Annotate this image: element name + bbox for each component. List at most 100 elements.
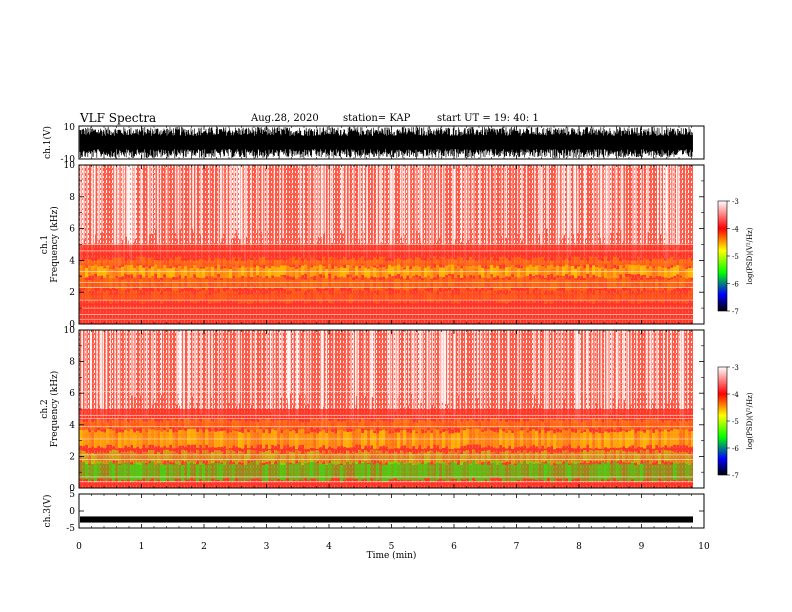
spectral-band <box>106 428 109 445</box>
spectral-band <box>517 462 520 480</box>
spectral-band <box>346 277 349 289</box>
spectral-band <box>241 451 244 463</box>
spectral-band <box>340 452 343 464</box>
spectral-band <box>394 419 397 429</box>
spectral-band <box>169 429 172 445</box>
spectral-band <box>274 290 277 300</box>
spectral-band <box>559 452 562 464</box>
spectral-band <box>100 290 103 301</box>
spectral-band <box>481 258 484 267</box>
spectral-band <box>409 278 412 290</box>
spectral-band <box>625 420 628 431</box>
spectral-band <box>577 291 580 302</box>
spectral-band <box>292 280 295 292</box>
spectral-band <box>208 276 211 288</box>
spectral-band <box>331 294 334 305</box>
spectral-band <box>397 462 400 481</box>
spectral-band <box>157 430 160 446</box>
spectral-band <box>109 417 112 428</box>
spectral-band <box>166 268 169 278</box>
spectral-band <box>577 452 580 464</box>
spectral-band <box>91 422 94 432</box>
colorbar-label: log(PSD)(V²/Hz) <box>746 227 754 284</box>
spectral-band <box>127 292 130 303</box>
spectral-band <box>472 291 475 301</box>
spectral-band <box>529 430 532 447</box>
spectral-band <box>193 260 196 269</box>
spectral-band <box>454 461 457 480</box>
spectral-band <box>463 290 466 300</box>
spectral-band <box>184 266 187 276</box>
spectral-band <box>562 450 565 462</box>
spectral-band <box>133 259 136 268</box>
spectral-band <box>190 460 193 478</box>
spectral-band <box>565 264 568 275</box>
spectral-band <box>328 264 331 274</box>
date-label: Aug.28, 2020 <box>251 113 319 124</box>
spectral-band <box>490 256 493 265</box>
spectral-band <box>331 275 334 288</box>
spectral-band <box>418 420 421 430</box>
spectral-band <box>493 279 496 292</box>
spectral-band <box>481 420 484 431</box>
spectral-band <box>370 290 373 300</box>
spectral-band <box>391 294 394 304</box>
spectral-band <box>223 430 226 447</box>
spectral-band <box>511 257 514 266</box>
spectral-band <box>412 294 415 304</box>
spectral-band <box>178 429 181 446</box>
spectral-band <box>571 452 574 464</box>
spectral-band <box>163 264 166 275</box>
spectral-band <box>271 258 274 267</box>
spectral-band <box>100 279 103 291</box>
spectral-band <box>541 257 544 266</box>
spectral-band <box>82 260 85 269</box>
spectral-band <box>118 432 121 449</box>
spectral-band <box>547 418 550 428</box>
spectral-band <box>172 451 175 463</box>
spectral-band <box>400 279 403 291</box>
spectral-band <box>343 462 346 480</box>
spectral-band <box>313 461 316 479</box>
spectral-band <box>358 268 361 278</box>
spectral-band <box>97 418 100 428</box>
spectral-band <box>421 259 424 268</box>
spectral-band <box>79 291 82 302</box>
spectral-band <box>511 420 514 431</box>
spectral-band <box>172 464 175 482</box>
spectral-band <box>337 430 340 447</box>
spectral-band <box>274 419 277 430</box>
spectral-band <box>679 452 682 464</box>
spectral-band <box>208 452 211 464</box>
spectral-band <box>109 294 112 305</box>
spectral-band <box>427 292 430 302</box>
spectral-band <box>91 279 94 291</box>
spectral-band <box>139 256 142 265</box>
spectral-band <box>418 290 421 300</box>
spectral-band <box>559 420 562 430</box>
spectral-band <box>622 291 625 301</box>
spectral-band <box>457 265 460 276</box>
spectral-band <box>385 291 388 301</box>
spectral-band <box>436 294 439 304</box>
spectral-band <box>586 261 589 270</box>
spectral-band <box>472 278 475 290</box>
spectral-band <box>346 450 349 462</box>
spectral-band <box>418 462 421 480</box>
spectral-band <box>229 464 232 482</box>
spectral-band <box>103 275 106 288</box>
spectral-band <box>457 418 460 429</box>
spectral-band <box>262 293 265 304</box>
spectral-band <box>595 257 598 266</box>
spectral-band <box>277 450 280 462</box>
spectral-band <box>448 275 451 287</box>
spectral-band <box>595 420 598 430</box>
spectral-band <box>649 464 652 483</box>
spectral-band <box>448 418 451 429</box>
spectrogram-channel-label: ch.1 <box>40 235 50 254</box>
spectral-band <box>259 293 262 304</box>
spectral-band <box>580 464 583 482</box>
spectral-band <box>400 462 403 480</box>
spectral-band <box>214 418 217 429</box>
spectral-band <box>688 257 691 266</box>
